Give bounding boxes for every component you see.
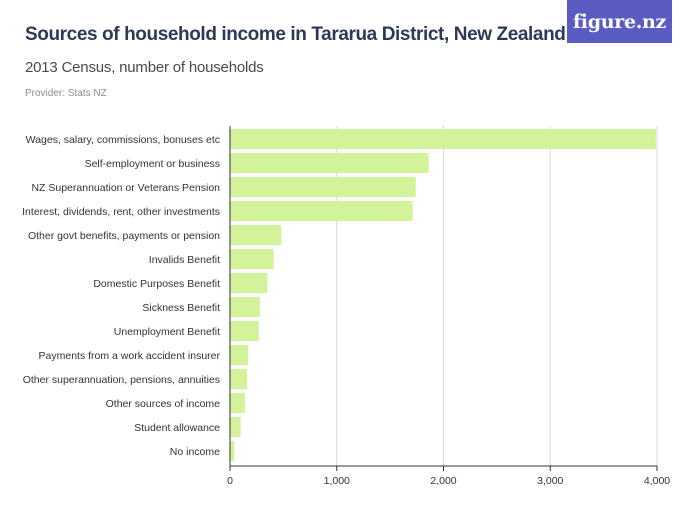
bar-12	[230, 417, 241, 437]
chart-title: Sources of household income in Tararua D…	[25, 24, 566, 45]
category-label-13: No income	[170, 446, 220, 458]
category-label-1: Self-employment or business	[85, 158, 220, 170]
x-tick-label-1: 1,000	[324, 475, 350, 487]
category-label-8: Unemployment Benefit	[114, 326, 220, 338]
x-tick-label-3: 3,000	[537, 475, 563, 487]
category-label-9: Payments from a work accident insurer	[39, 350, 221, 362]
bar-6	[230, 273, 268, 293]
bar-2	[230, 177, 416, 197]
chart-subtitle: 2013 Census, number of households	[25, 59, 264, 76]
bar-3	[230, 201, 413, 221]
x-tick-label-2: 2,000	[430, 475, 456, 487]
data-provider: Provider: Stats NZ	[25, 88, 107, 99]
category-label-6: Domestic Purposes Benefit	[93, 278, 220, 290]
x-tick-label-4: 4,000	[644, 475, 670, 487]
bar-9	[230, 345, 249, 365]
bar-0	[230, 129, 656, 149]
category-label-2: NZ Superannuation or Veterans Pension	[31, 182, 220, 194]
bar-7	[230, 297, 260, 317]
bar-5	[230, 249, 274, 269]
figure-nz-logo[interactable]: figure.nz	[567, 0, 672, 43]
category-label-5: Invalids Benefit	[149, 254, 220, 266]
bar-11	[230, 393, 245, 413]
category-label-0: Wages, salary, commissions, bonuses etc	[26, 134, 220, 146]
category-label-11: Other sources of income	[106, 398, 221, 410]
bar-1	[230, 153, 429, 173]
category-label-7: Sickness Benefit	[142, 302, 220, 314]
category-label-3: Interest, dividends, rent, other investm…	[22, 206, 220, 218]
bar-4	[230, 225, 282, 245]
category-label-10: Other superannuation, pensions, annuitie…	[23, 374, 220, 386]
x-tick-label-0: 0	[227, 475, 233, 487]
category-label-12: Student allowance	[134, 422, 220, 434]
bar-13	[230, 441, 235, 461]
bar-10	[230, 369, 248, 389]
category-label-4: Other govt benefits, payments or pension	[28, 230, 220, 242]
bar-8	[230, 321, 259, 341]
